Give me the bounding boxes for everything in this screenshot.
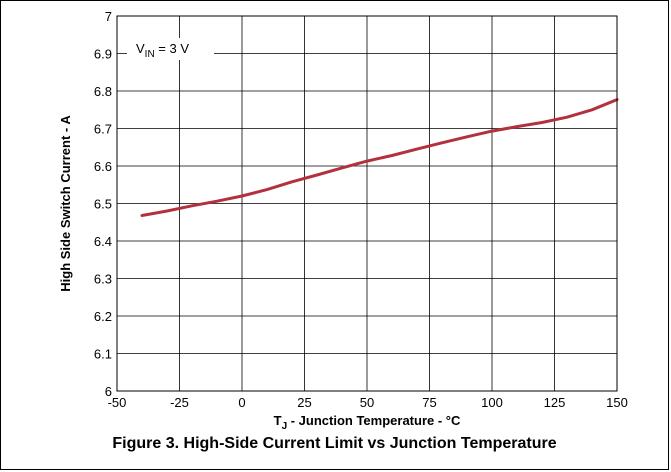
x-tick-label: 75 [422, 395, 436, 410]
x-tick-label: 50 [360, 395, 374, 410]
y-tick-label: 6.6 [94, 159, 112, 174]
series-line [140, 98, 619, 217]
x-tick-label: -50 [108, 395, 127, 410]
annotation-sub: IN [145, 49, 155, 60]
x-tick-label: 125 [544, 395, 566, 410]
y-axis-title: High Side Switch Current - A [58, 115, 73, 292]
y-tick-label: 6 [105, 384, 112, 399]
x-tick-label: 100 [481, 395, 503, 410]
annotation-main: V [136, 41, 145, 56]
plot-border [116, 15, 618, 392]
x-axis-title: TJ - Junction Temperature - °C [274, 413, 461, 430]
x-axis-title-main: T [274, 413, 282, 428]
annotation-vin: VIN = 3 V [136, 41, 189, 60]
chart: -50 -25 0 25 50 75 100 125 150 6 6.1 6.2 6.3 6.4 6.5 6.… [58, 9, 628, 430]
y-tick-label: 6.3 [94, 272, 112, 287]
series-layer [140, 98, 619, 217]
x-axis-title-rest: - Junction Temperature - °C [287, 413, 461, 428]
y-tick-label: 7 [105, 9, 112, 24]
x-tick-label: 0 [238, 395, 245, 410]
annotation-box [127, 38, 214, 60]
grid [117, 16, 617, 391]
y-tick-label: 6.4 [94, 234, 112, 249]
y-tick-label: 6.7 [94, 122, 112, 137]
annotation-rest: = 3 V [155, 41, 190, 56]
y-tick-label: 6.5 [94, 197, 112, 212]
y-tick-label: 6.2 [94, 309, 112, 324]
x-axis-title-sub: J [282, 421, 288, 430]
figure-caption: Figure 3. High-Side Current Limit vs Jun… [112, 435, 557, 452]
x-tick-label: -25 [170, 395, 189, 410]
y-tick-label: 6.8 [94, 84, 112, 99]
x-tick-label: 25 [297, 395, 311, 410]
x-tick-label: 150 [606, 395, 628, 410]
tick-labels: -50 -25 0 25 50 75 100 125 150 6 6.1 6.2 6.3 6.4 6.5 6.… [94, 9, 628, 410]
y-tick-label: 6.9 [94, 47, 112, 62]
y-tick-label: 6.1 [94, 347, 112, 362]
